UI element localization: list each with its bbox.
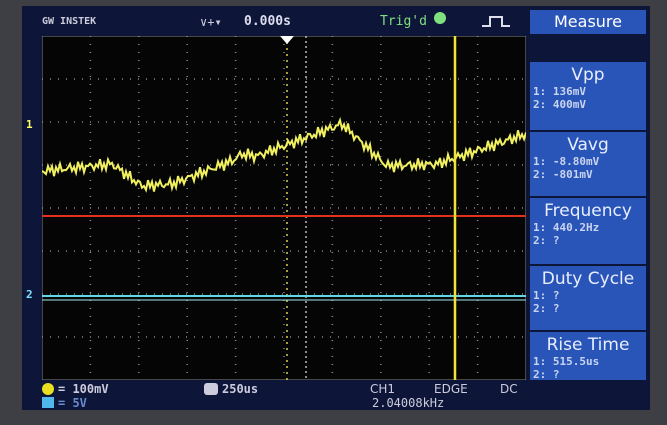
measure-ch1: 1: 136mV	[530, 85, 646, 98]
trigger-icon: ∨+▾	[200, 15, 222, 29]
trigger-type: EDGE	[434, 382, 468, 396]
time-offset: 0.000s	[244, 14, 291, 29]
measure-ch2: 2: ?	[530, 302, 646, 315]
timebase: 250us	[222, 382, 258, 396]
measure-ch2: 2: ?	[530, 368, 646, 381]
measure-title: Measure	[530, 10, 646, 34]
measure-ch2: 2: -801mV	[530, 168, 646, 181]
measure-ch1: 1: ?	[530, 289, 646, 302]
trigger-source: CH1	[370, 382, 395, 396]
ch2-scale: = 5V	[58, 396, 87, 410]
measure-ch1: 1: 515.5us	[530, 355, 646, 368]
measure-name: Duty Cycle	[530, 269, 646, 289]
scope-screen: GW INSTEK ∨+▾ 0.000s Trig'd Measure 1 2 …	[22, 6, 650, 410]
measure-name: Rise Time	[530, 335, 646, 355]
trigger-led	[434, 12, 446, 24]
trigger-frequency: 2.04008kHz	[372, 396, 444, 410]
measure-ch2: 2: ?	[530, 234, 646, 247]
ch1-badge	[42, 383, 54, 395]
graticule	[42, 36, 526, 380]
measure-ch2: 2: 400mV	[530, 98, 646, 111]
ch2-marker: 2	[26, 288, 33, 301]
ch1-marker: 1	[26, 118, 33, 131]
edge-icon	[480, 14, 512, 28]
trigger-status: Trig'd	[380, 14, 427, 29]
timebase-icon	[204, 383, 218, 395]
measure-name: Vpp	[530, 65, 646, 85]
measure-name: Vavg	[530, 135, 646, 155]
brand: GW INSTEK	[42, 16, 96, 27]
measure-name: Frequency	[530, 201, 646, 221]
page: GW INSTEK ∨+▾ 0.000s Trig'd Measure 1 2 …	[0, 0, 667, 425]
ch2-badge	[42, 397, 54, 408]
coupling: DC	[500, 382, 518, 396]
measure-ch1: 1: -8.80mV	[530, 155, 646, 168]
measure-ch1: 1: 440.2Hz	[530, 221, 646, 234]
ch1-scale: = 100mV	[58, 382, 109, 396]
